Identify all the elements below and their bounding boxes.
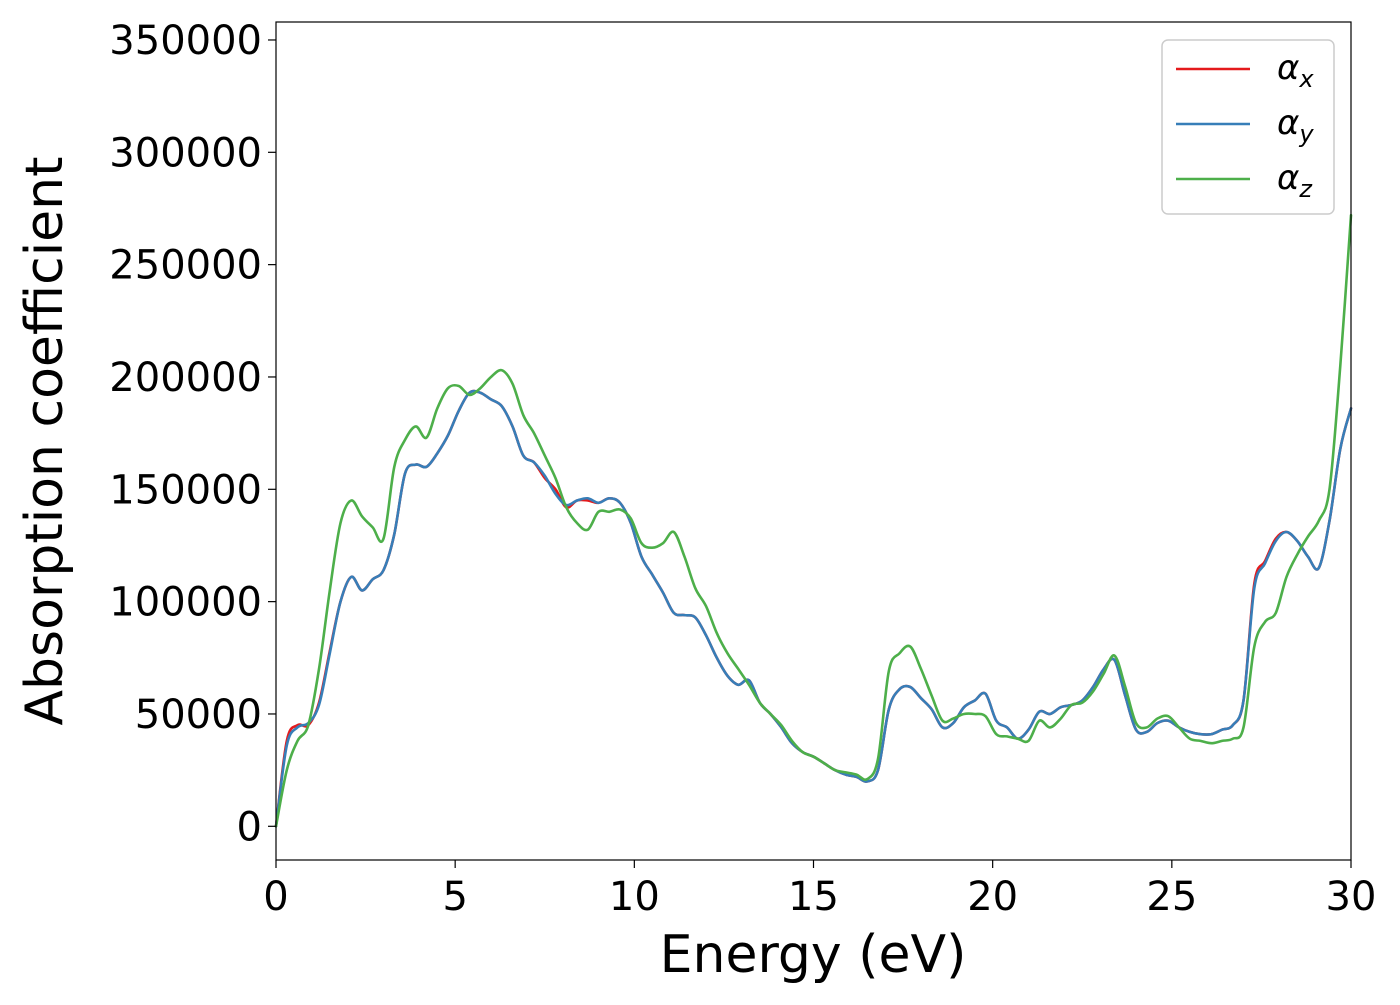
series-layer — [274, 213, 1353, 828]
y-tick-label: 50000 — [135, 692, 262, 738]
legend: αx αy αz — [1161, 39, 1335, 215]
y-tick-label: 100000 — [109, 580, 262, 626]
legend-label-z: αz — [1277, 158, 1313, 203]
series-line-x — [274, 389, 1353, 828]
legend-label-x: αx — [1277, 48, 1314, 93]
x-tick-label: 5 — [442, 874, 467, 920]
x-tick-label: 15 — [788, 874, 839, 920]
x-tick-label: 20 — [967, 874, 1018, 920]
y-axis-title: Absorption coefficient — [15, 156, 75, 725]
y-tick-label: 350000 — [109, 18, 262, 64]
y-tick-label: 300000 — [109, 130, 262, 176]
x-axis-ticks: 0 5 10 15 20 25 30 — [263, 860, 1376, 920]
series-line-z — [274, 213, 1353, 828]
x-axis-title: Energy (eV) — [660, 925, 967, 985]
x-tick-label: 25 — [1146, 874, 1197, 920]
x-tick-label: 0 — [263, 874, 288, 920]
x-tick-label: 30 — [1326, 874, 1377, 920]
series-line-y — [274, 389, 1353, 828]
x-tick-label: 10 — [609, 874, 660, 920]
y-tick-label: 150000 — [109, 467, 262, 513]
y-tick-label: 200000 — [109, 355, 262, 401]
y-tick-label: 0 — [237, 804, 262, 850]
legend-box — [1161, 39, 1335, 215]
legend-label-y: αy — [1277, 103, 1314, 148]
y-tick-label: 250000 — [109, 243, 262, 289]
y-axis-ticks: 0 50000 100000 150000 200000 250000 300000 3500… — [109, 18, 276, 850]
